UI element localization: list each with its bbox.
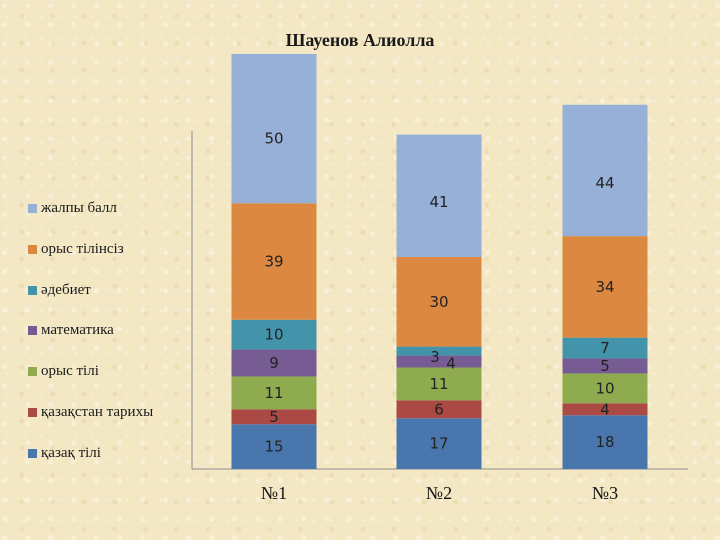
bar-segment <box>231 424 317 469</box>
data-label: 10 <box>595 379 614 397</box>
legend-item: математика <box>28 322 114 339</box>
category-label: №2 <box>426 483 452 503</box>
bar-segment <box>562 403 648 416</box>
bar-segment <box>396 418 482 469</box>
legend-label: орыс тілінсіз <box>41 240 124 257</box>
data-label: 15 <box>264 438 283 456</box>
data-label: 5 <box>600 357 610 375</box>
legend-label: орыс тілі <box>41 363 99 380</box>
data-label: 9 <box>269 354 279 372</box>
data-label: 10 <box>264 326 283 344</box>
data-label: 11 <box>429 375 448 393</box>
data-label: 44 <box>595 174 614 192</box>
legend-label: әдебиет <box>41 281 91 298</box>
chart-title: Шауенов Алиолла <box>285 30 435 50</box>
legend-item: әдебиет <box>28 282 91 299</box>
bar-segment <box>231 349 317 377</box>
data-label: 41 <box>429 193 448 211</box>
legend-label: математика <box>41 322 114 339</box>
bar-segment <box>396 367 482 401</box>
bar-segment <box>231 376 317 410</box>
legend-swatch <box>28 204 37 213</box>
data-label: 50 <box>264 129 283 147</box>
bar-segment <box>562 236 648 338</box>
legend-item: қазақ тілі <box>28 445 101 462</box>
data-label: 18 <box>595 433 614 451</box>
data-label: 17 <box>429 435 448 453</box>
bar-segment <box>231 53 317 204</box>
bar-segment <box>396 257 482 347</box>
data-label: 34 <box>595 278 614 296</box>
data-label: 3 <box>430 348 440 366</box>
bar-segment <box>396 134 482 258</box>
bar-segment <box>396 346 482 356</box>
legend-item: жалпы балл <box>28 200 117 217</box>
data-label: 4 <box>446 355 456 373</box>
bar-segment <box>562 415 648 469</box>
legend-label: жалпы балл <box>41 200 117 216</box>
data-label: 39 <box>264 252 283 270</box>
category-label: №3 <box>592 483 618 503</box>
bar-segment <box>231 203 317 320</box>
legend-swatch <box>28 326 37 336</box>
data-label: 4 <box>600 400 610 418</box>
data-label: 11 <box>264 384 283 402</box>
bar-segment <box>562 337 648 359</box>
legend-item: орыс тілінсіз <box>28 241 124 258</box>
bar-segment <box>562 373 648 404</box>
legend-swatch <box>28 448 37 458</box>
bar-segment <box>396 400 482 419</box>
bar-segment <box>231 409 317 425</box>
legend-item: қазақстан тарихы <box>28 404 153 421</box>
legend-swatch <box>28 285 37 295</box>
legend-label: қазақ тілі <box>41 444 101 461</box>
bar-segment <box>396 355 482 368</box>
bar-segment <box>231 319 317 350</box>
legend-swatch <box>28 408 37 417</box>
data-label: 5 <box>269 408 279 426</box>
bar-segment <box>562 104 648 237</box>
bar-segment <box>562 358 648 374</box>
data-label: 7 <box>600 339 610 357</box>
legend-swatch <box>28 367 37 377</box>
data-label: 6 <box>434 400 444 418</box>
legend-label: қазақстан тарихы <box>41 404 154 420</box>
legend-swatch <box>28 244 37 254</box>
legend-item: орыс тілі <box>28 363 99 380</box>
category-label: №1 <box>261 483 287 503</box>
data-label: 30 <box>429 293 448 311</box>
